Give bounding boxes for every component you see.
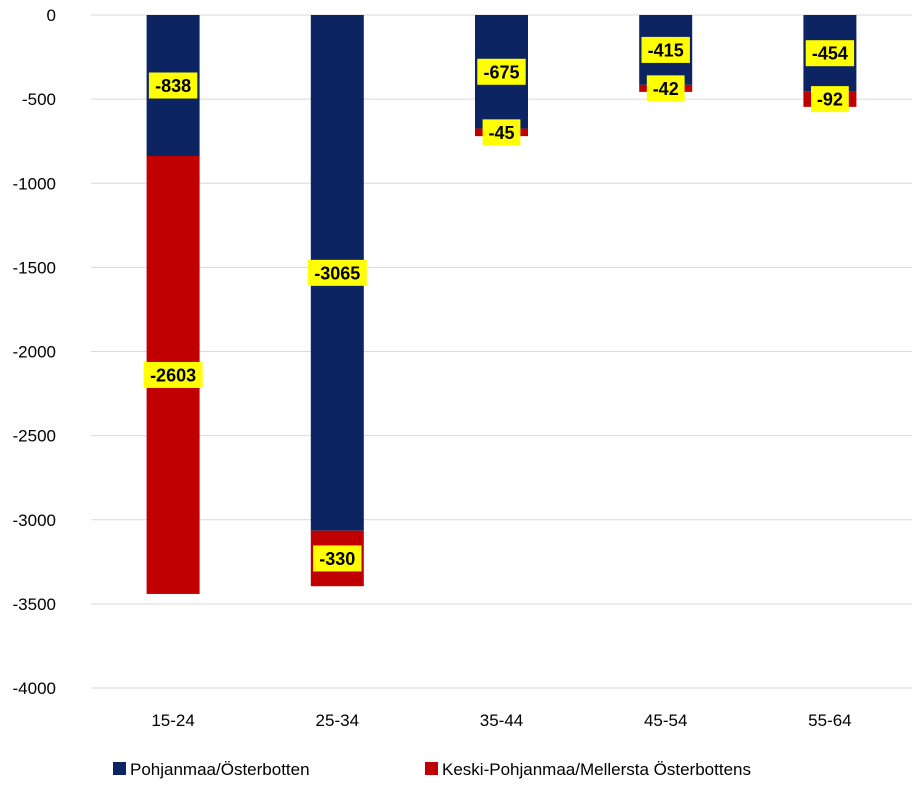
y-tick-label: -3500 — [13, 595, 56, 614]
data-label-text: -838 — [155, 76, 191, 96]
y-tick-label: -2000 — [13, 343, 56, 362]
data-label-background — [143, 361, 203, 388]
legend-label: Pohjanmaa/Österbotten — [130, 760, 310, 779]
data-label-pohjanmaa-15-24: -838 — [148, 72, 198, 99]
data-label-text: -42 — [653, 79, 679, 99]
data-label-text: -3065 — [314, 263, 360, 283]
data-label-pohjanmaa-45-54: -415 — [641, 36, 690, 63]
data-label-background — [641, 36, 690, 63]
data-label-pohjanmaa-25-34: -3065 — [307, 259, 367, 286]
data-label-keski-pohjanmaa-45-54: -42 — [646, 75, 685, 102]
x-tick-label: 45-54 — [644, 711, 687, 730]
y-axis: 0 -500 -1000 -1500 -2000 -2500 -3000 -3500 -4000 — [13, 6, 56, 698]
data-label-text: -454 — [812, 44, 848, 64]
y-tick-label: -3000 — [13, 511, 56, 530]
data-label-keski-pohjanmaa-25-34: -330 — [313, 545, 362, 572]
data-label-background — [477, 58, 526, 85]
data-label-pohjanmaa-55-64: -454 — [805, 40, 855, 67]
data-label-keski-pohjanmaa-55-64: -92 — [811, 86, 849, 113]
data-label-text: -45 — [488, 123, 514, 143]
bars — [146, 15, 857, 594]
y-tick-label: -1500 — [13, 258, 56, 277]
y-tick-label: -2500 — [13, 427, 56, 446]
data-label-background — [148, 72, 198, 99]
legend-item-pohjanmaa: Pohjanmaa/Österbotten — [113, 760, 310, 779]
legend-swatch — [113, 762, 126, 775]
data-label-pohjanmaa-35-44: -675 — [477, 58, 526, 85]
data-label-text: -2603 — [150, 365, 196, 385]
data-label-background — [811, 86, 849, 113]
y-tick-label: -4000 — [13, 679, 56, 698]
x-axis: 15-24 25-34 35-44 45-54 55-64 — [151, 711, 851, 730]
y-tick-label: -1000 — [13, 174, 56, 193]
y-tick-label: -500 — [22, 90, 56, 109]
legend-label: Keski-Pohjanmaa/Mellersta Österbottens — [442, 760, 751, 779]
y-tick-label: 0 — [47, 6, 56, 25]
x-tick-label: 35-44 — [480, 711, 523, 730]
x-tick-label: 25-34 — [316, 711, 359, 730]
data-label-background — [805, 40, 855, 67]
data-label-keski-pohjanmaa-35-44: -45 — [482, 119, 521, 146]
gridlines — [91, 14, 912, 689]
data-label-text: -330 — [319, 549, 355, 569]
data-label-text: -415 — [648, 40, 684, 60]
data-labels: -838 -2603 -3065 -330 -675 -45 -415 -42 -454 -92 — [143, 36, 855, 572]
data-label-keski-pohjanmaa-15-24: -2603 — [143, 361, 203, 388]
data-label-text: -675 — [483, 62, 519, 82]
data-label-background — [482, 119, 521, 146]
data-label-background — [313, 545, 362, 572]
x-tick-label: 55-64 — [808, 711, 851, 730]
legend-item-keski-pohjanmaa: Keski-Pohjanmaa/Mellersta Österbottens — [425, 760, 751, 779]
x-tick-label: 15-24 — [151, 711, 194, 730]
data-label-text: -92 — [817, 90, 843, 110]
legend: Pohjanmaa/Österbotten Keski-Pohjanmaa/Mel… — [113, 760, 751, 779]
data-label-background — [646, 75, 685, 102]
legend-swatch — [425, 762, 438, 775]
data-label-background — [307, 259, 367, 286]
